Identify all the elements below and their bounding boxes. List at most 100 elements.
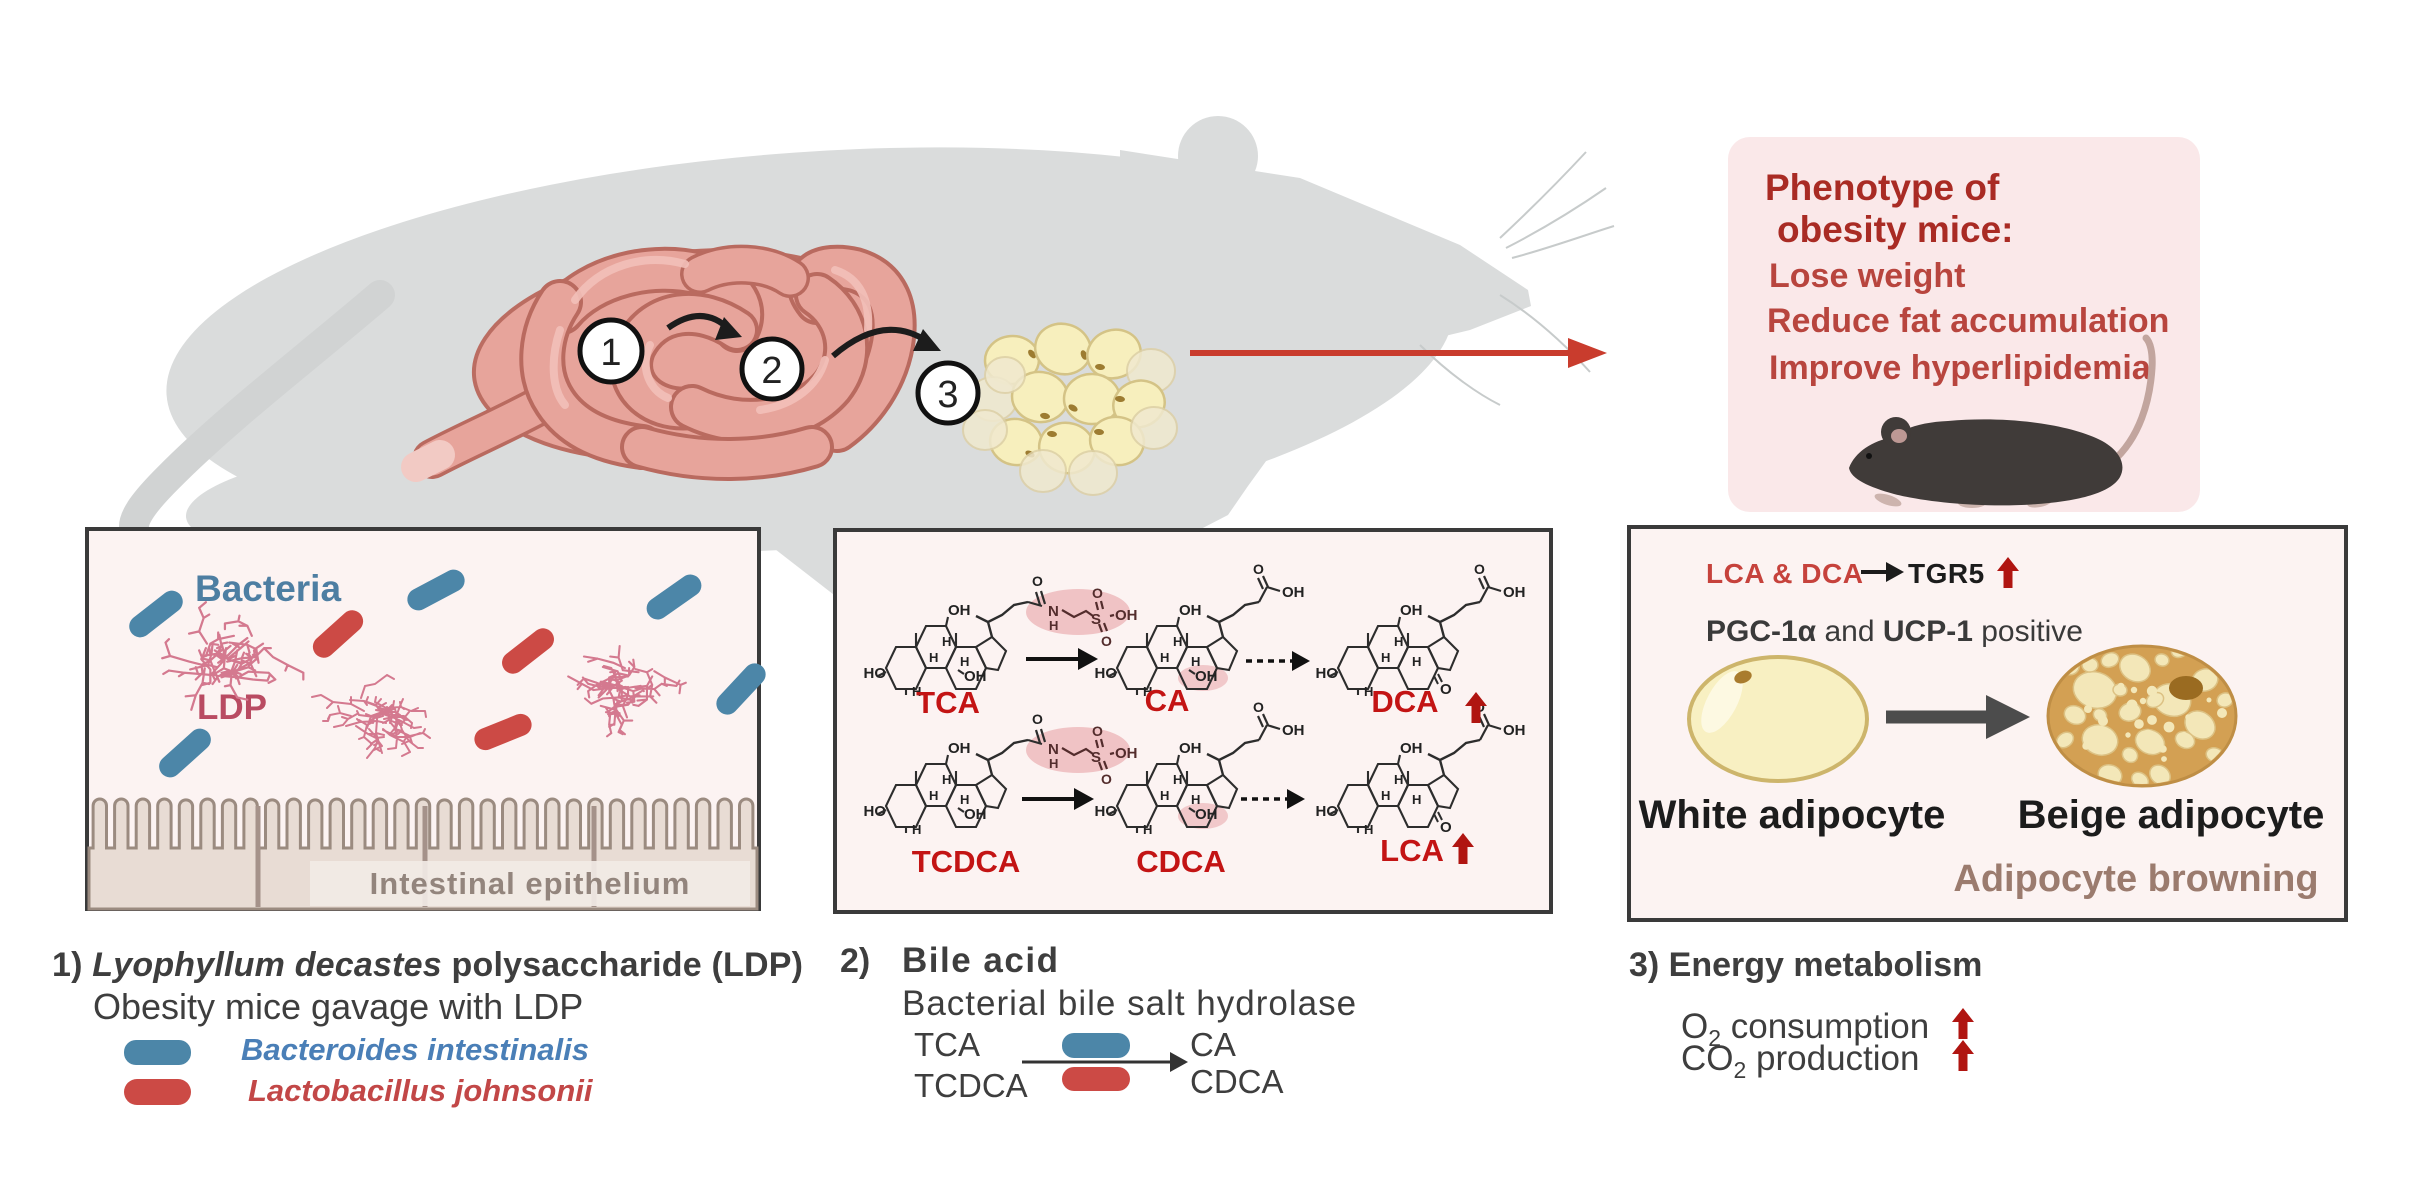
svg-text:TCA: TCA [914, 1026, 980, 1063]
svg-text:OH: OH [1179, 602, 1202, 619]
svg-text:S: S [1091, 611, 1101, 628]
svg-text:H: H [912, 822, 921, 837]
svg-text:H: H [929, 788, 938, 803]
svg-text:H: H [1412, 654, 1421, 669]
svg-text:HO: HO [864, 803, 887, 820]
svg-text:3: 3 [937, 374, 958, 416]
svg-text:HO: HO [1095, 803, 1118, 820]
svg-text:CDCA: CDCA [1190, 1063, 1284, 1100]
svg-text:O: O [1101, 771, 1112, 787]
svg-text:Phenotype of: Phenotype of [1765, 167, 2000, 208]
svg-text:H: H [1394, 634, 1403, 649]
svg-text:Lactobacillus johnsonii: Lactobacillus johnsonii [248, 1073, 594, 1108]
svg-text:S: S [1091, 749, 1101, 766]
svg-text:H: H [1173, 634, 1182, 649]
svg-text:H: H [1191, 792, 1200, 807]
svg-text:Bacteria: Bacteria [195, 568, 341, 609]
svg-text:OH: OH [948, 602, 971, 619]
svg-text:LCA & DCA: LCA & DCA [1706, 558, 1863, 589]
svg-text:Reduce fat accumulation: Reduce fat accumulation [1767, 302, 2169, 340]
svg-text:HO: HO [1316, 803, 1339, 820]
svg-text:H: H [1143, 822, 1152, 837]
svg-text:HO: HO [1095, 665, 1118, 682]
svg-text:2: 2 [761, 350, 782, 392]
svg-text:TCDCA: TCDCA [912, 844, 1021, 879]
svg-text:O2 consumption: O2 consumption [1681, 1007, 1929, 1051]
svg-text:OH: OH [1115, 745, 1138, 762]
svg-text:obesity mice:: obesity mice: [1777, 209, 2013, 250]
svg-text:OH: OH [1400, 602, 1423, 619]
svg-text:H: H [1364, 822, 1373, 837]
svg-text:1: 1 [600, 332, 621, 374]
svg-text:Lose weight: Lose weight [1769, 257, 1965, 295]
svg-text:OH: OH [1195, 668, 1218, 685]
svg-text:Beige adipocyte: Beige adipocyte [2018, 793, 2325, 837]
svg-text:OH: OH [1115, 607, 1138, 624]
svg-text:O: O [1101, 633, 1112, 649]
svg-text:H: H [1412, 792, 1421, 807]
svg-text:O: O [1440, 819, 1452, 836]
svg-text:O: O [1253, 561, 1264, 577]
svg-text:H: H [1394, 772, 1403, 787]
svg-text:TCA: TCA [916, 685, 980, 720]
svg-text:3) Energy metabolism: 3) Energy metabolism [1629, 946, 1982, 984]
svg-text:Improve hyperlipidemia: Improve hyperlipidemia [1769, 349, 2152, 387]
svg-text:H: H [929, 650, 938, 665]
svg-text:O: O [1032, 711, 1043, 727]
svg-text:H: H [1160, 788, 1169, 803]
svg-text:O: O [1092, 723, 1103, 739]
svg-text:CO2 production: CO2 production [1681, 1039, 1919, 1083]
svg-text:Intestinal epithelium: Intestinal epithelium [370, 866, 691, 901]
svg-text:Obesity mice gavage with LDP: Obesity mice gavage with LDP [93, 986, 583, 1027]
svg-text:O: O [1253, 699, 1264, 715]
svg-text:O: O [1440, 681, 1452, 698]
svg-text:TCDCA: TCDCA [914, 1067, 1028, 1104]
svg-text:OH: OH [948, 740, 971, 757]
svg-text:O: O [1032, 573, 1043, 589]
svg-text:H: H [1143, 684, 1152, 699]
svg-text:CA: CA [1190, 1026, 1236, 1063]
svg-text:OH: OH [964, 668, 987, 685]
svg-text:Bacterial bile salt hydrolase: Bacterial bile salt hydrolase [902, 984, 1357, 1023]
svg-text:OH: OH [1179, 740, 1202, 757]
svg-text:H: H [1191, 654, 1200, 669]
svg-text:Adipocyte browning: Adipocyte browning [1953, 858, 2318, 900]
svg-text:H: H [1381, 788, 1390, 803]
svg-text:O: O [1092, 585, 1103, 601]
svg-text:H: H [1049, 756, 1058, 771]
svg-text:H: H [942, 772, 951, 787]
svg-text:PGC-1α and UCP-1 positive: PGC-1α and UCP-1 positive [1706, 615, 2083, 648]
svg-text:TGR5: TGR5 [1908, 558, 1985, 589]
svg-text:OH: OH [1503, 584, 1526, 601]
svg-text:2): 2) [840, 942, 870, 980]
svg-text:HO: HO [1316, 665, 1339, 682]
svg-text:H: H [1381, 650, 1390, 665]
svg-text:OH: OH [1503, 722, 1526, 739]
svg-text:N: N [1048, 603, 1059, 620]
svg-text:O: O [1474, 561, 1485, 577]
svg-text:CA: CA [1145, 683, 1190, 718]
svg-text:N: N [1048, 741, 1059, 758]
svg-text:H: H [1049, 618, 1058, 633]
svg-text:OH: OH [964, 806, 987, 823]
svg-text:HO: HO [864, 665, 887, 682]
svg-text:OH: OH [1195, 806, 1218, 823]
svg-text:White adipocyte: White adipocyte [1639, 793, 1946, 837]
svg-text:CDCA: CDCA [1136, 844, 1226, 879]
svg-text:H: H [1173, 772, 1182, 787]
svg-text:LDP: LDP [197, 688, 267, 727]
svg-text:OH: OH [1282, 584, 1305, 601]
svg-text:H: H [912, 684, 921, 699]
svg-text:H: H [942, 634, 951, 649]
svg-text:1) Lyophyllum decastes polysac: 1) Lyophyllum decastes polysaccharide (L… [52, 946, 803, 984]
svg-text:H: H [1160, 650, 1169, 665]
svg-text:OH: OH [1282, 722, 1305, 739]
svg-text:DCA: DCA [1371, 684, 1438, 719]
svg-text:Bile acid: Bile acid [902, 941, 1059, 980]
svg-text:Bacteroides intestinalis: Bacteroides intestinalis [241, 1032, 589, 1067]
svg-text:H: H [1364, 684, 1373, 699]
svg-text:OH: OH [1400, 740, 1423, 757]
svg-text:LCA: LCA [1380, 833, 1444, 868]
svg-text:H: H [960, 792, 969, 807]
svg-text:H: H [960, 654, 969, 669]
